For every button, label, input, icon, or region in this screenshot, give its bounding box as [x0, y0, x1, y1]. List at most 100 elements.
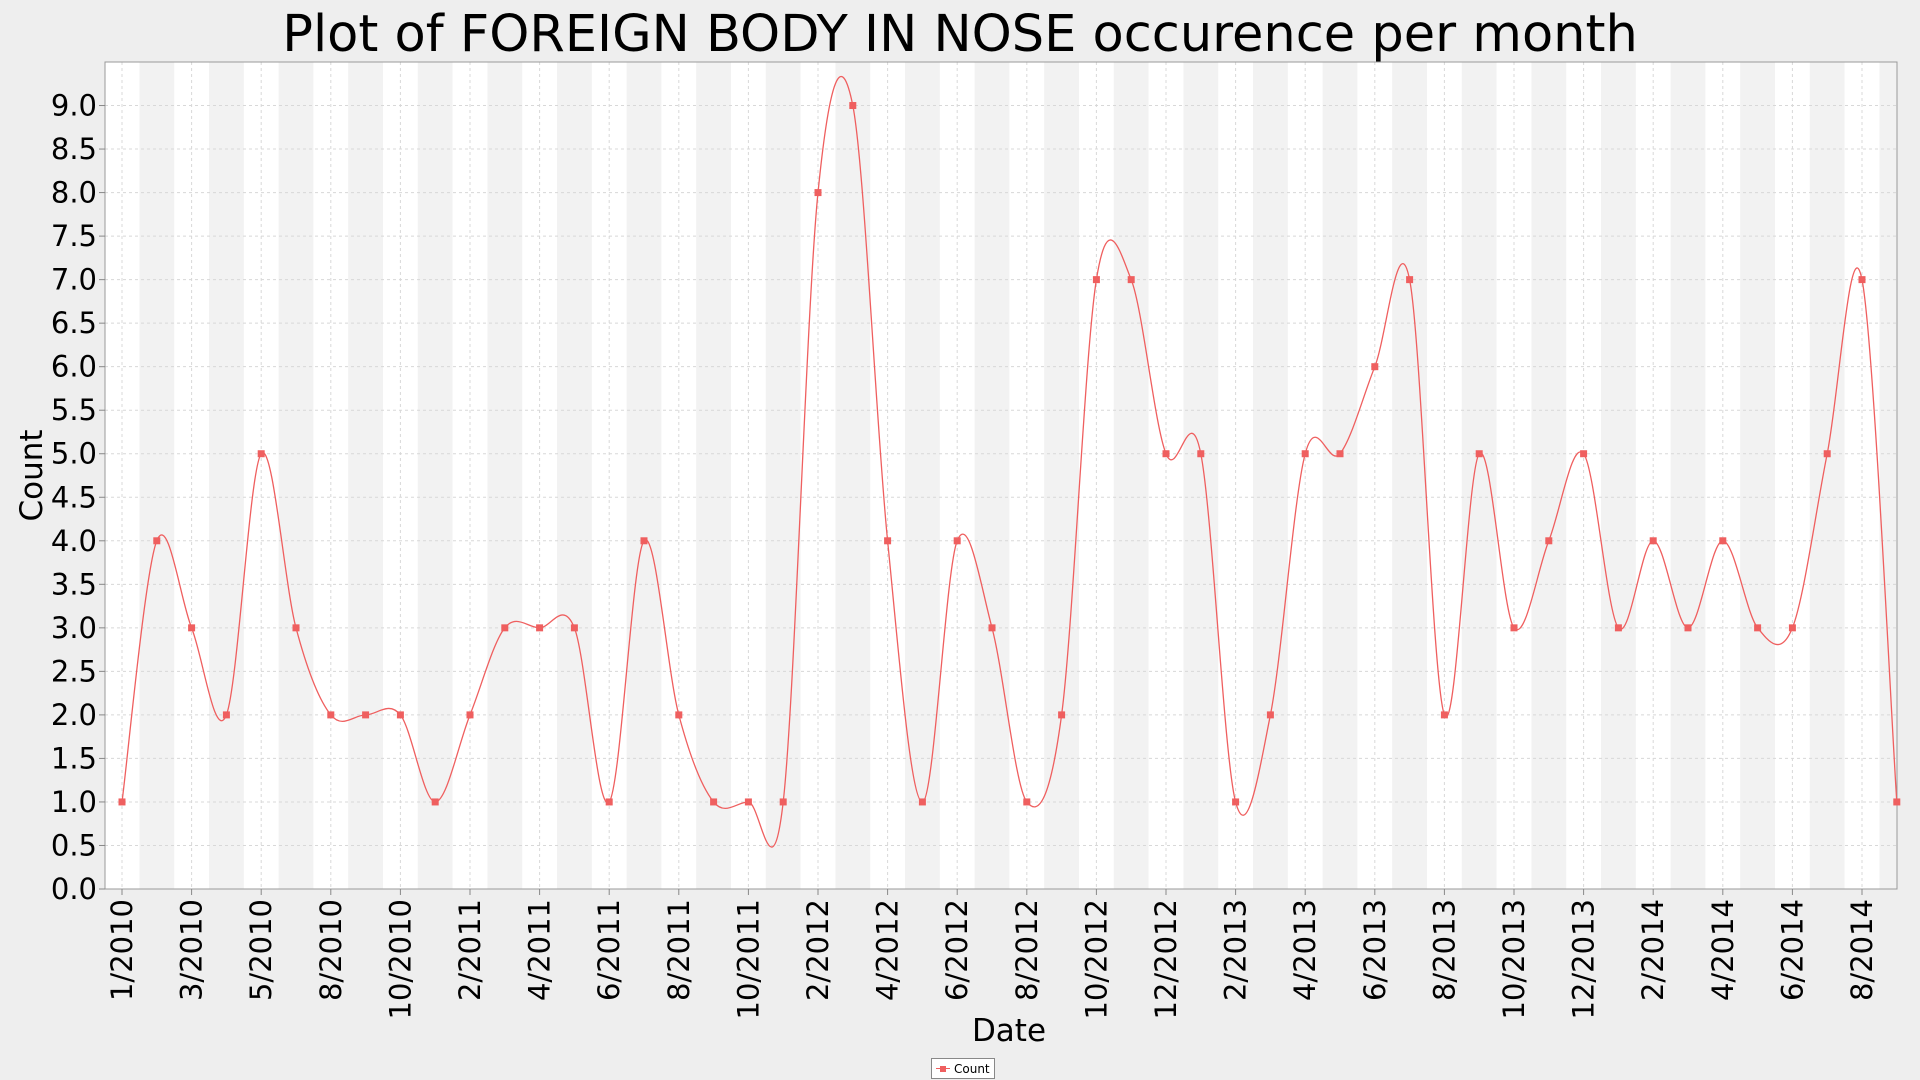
grid-lines [105, 62, 1897, 890]
data-point [327, 711, 335, 719]
data-point [501, 624, 509, 632]
x-tick-label: 8/2013 [1427, 899, 1461, 1001]
x-tick-label: 8/2010 [314, 899, 348, 1001]
y-axis-ticks: 0.0 0.5 1.0 1.5 2.0 2.5 3.0 3.5 4.0 4.5 5.0 5.5 6.0 6… [51, 89, 105, 906]
data-point [118, 798, 126, 806]
data-point [1614, 624, 1622, 632]
background-band [835, 62, 871, 889]
background-band [417, 62, 453, 889]
background-band [139, 62, 175, 889]
data-point [710, 798, 718, 806]
legend-swatch [936, 1065, 950, 1073]
background-band [626, 62, 662, 889]
series-markers [118, 102, 1901, 806]
data-point [849, 102, 857, 110]
y-tick-label: 1.5 [51, 741, 97, 775]
x-tick-label: 8/2012 [1010, 899, 1044, 1001]
x-tick-label: 6/2014 [1775, 899, 1809, 1001]
background-band [1044, 62, 1079, 889]
background-band [696, 62, 731, 889]
data-point [918, 798, 926, 806]
x-tick-label: 2/2013 [1219, 899, 1253, 1001]
y-tick-label: 8.5 [51, 132, 97, 166]
data-point [1336, 450, 1344, 458]
data-point [1406, 276, 1414, 284]
background-band [905, 62, 940, 889]
data-point [1788, 624, 1796, 632]
background-band [1183, 62, 1219, 889]
x-tick-label: 4/2014 [1706, 899, 1740, 1001]
data-point [396, 711, 404, 719]
data-point [1580, 450, 1588, 458]
background-band [974, 62, 1010, 889]
data-point [1754, 624, 1762, 632]
background-band [1461, 62, 1497, 889]
data-point [1058, 711, 1066, 719]
background-band [1113, 62, 1149, 889]
data-point [988, 624, 996, 632]
background-band [1809, 62, 1845, 889]
data-point [222, 711, 230, 719]
x-tick-label: 10/2011 [731, 899, 765, 1019]
x-tick-label: 10/2013 [1497, 899, 1531, 1019]
background-band [1879, 62, 1897, 889]
data-point [1823, 450, 1831, 458]
x-axis-ticks: 1/2010 3/2010 5/2010 8/2010 10/2010 2/2011 4/2… [105, 889, 1879, 1019]
y-tick-label: 0.0 [51, 872, 97, 906]
data-point [1266, 711, 1274, 719]
legend-label: Count [954, 1061, 990, 1076]
data-point [1232, 798, 1240, 806]
x-tick-label: 6/2013 [1358, 899, 1392, 1001]
data-point [640, 537, 648, 545]
background-band [348, 62, 383, 889]
data-point [257, 450, 265, 458]
y-tick-label: 0.5 [51, 828, 97, 862]
data-point [466, 711, 474, 719]
x-tick-label: 2/2014 [1636, 899, 1670, 1001]
y-tick-label: 3.5 [51, 567, 97, 601]
y-tick-label: 5.0 [51, 437, 97, 471]
background-band [557, 62, 592, 889]
x-tick-label: 8/2011 [662, 899, 696, 1001]
data-point [1127, 276, 1135, 284]
data-point [188, 624, 196, 632]
x-tick-label: 4/2013 [1288, 899, 1322, 1001]
data-point [1371, 363, 1379, 371]
background-band [278, 62, 314, 889]
x-tick-label: 10/2010 [383, 899, 417, 1019]
data-point [1545, 537, 1553, 545]
y-tick-label: 2.0 [51, 698, 97, 732]
x-tick-label: 3/2010 [175, 899, 209, 1001]
y-axis-label: Count [14, 429, 50, 521]
y-tick-label: 7.5 [51, 219, 97, 253]
background-bands [105, 62, 1897, 889]
data-point [1684, 624, 1692, 632]
data-point [153, 537, 161, 545]
background-band [1531, 62, 1567, 889]
background-band [209, 62, 244, 889]
data-point [1893, 798, 1901, 806]
x-tick-label: 12/2013 [1567, 899, 1601, 1019]
background-band [487, 62, 523, 889]
x-tick-label: 4/2012 [871, 899, 905, 1001]
y-tick-label: 5.5 [51, 393, 97, 427]
background-band [1601, 62, 1636, 889]
legend: Count [931, 1058, 995, 1079]
data-point [536, 624, 544, 632]
x-tick-label: 6/2011 [592, 899, 626, 1001]
x-axis-label: Date [972, 1013, 1046, 1049]
y-tick-label: 7.0 [51, 263, 97, 297]
background-band [1740, 62, 1775, 889]
x-tick-label: 5/2010 [244, 899, 278, 1001]
data-point [884, 537, 892, 545]
background-band [765, 62, 801, 889]
data-point [744, 798, 752, 806]
background-band [1253, 62, 1288, 889]
x-tick-label: 10/2012 [1079, 899, 1113, 1019]
data-point [1092, 276, 1100, 284]
y-tick-label: 9.0 [51, 89, 97, 123]
background-band [1670, 62, 1706, 889]
data-point [814, 189, 822, 197]
y-tick-label: 8.0 [51, 176, 97, 210]
